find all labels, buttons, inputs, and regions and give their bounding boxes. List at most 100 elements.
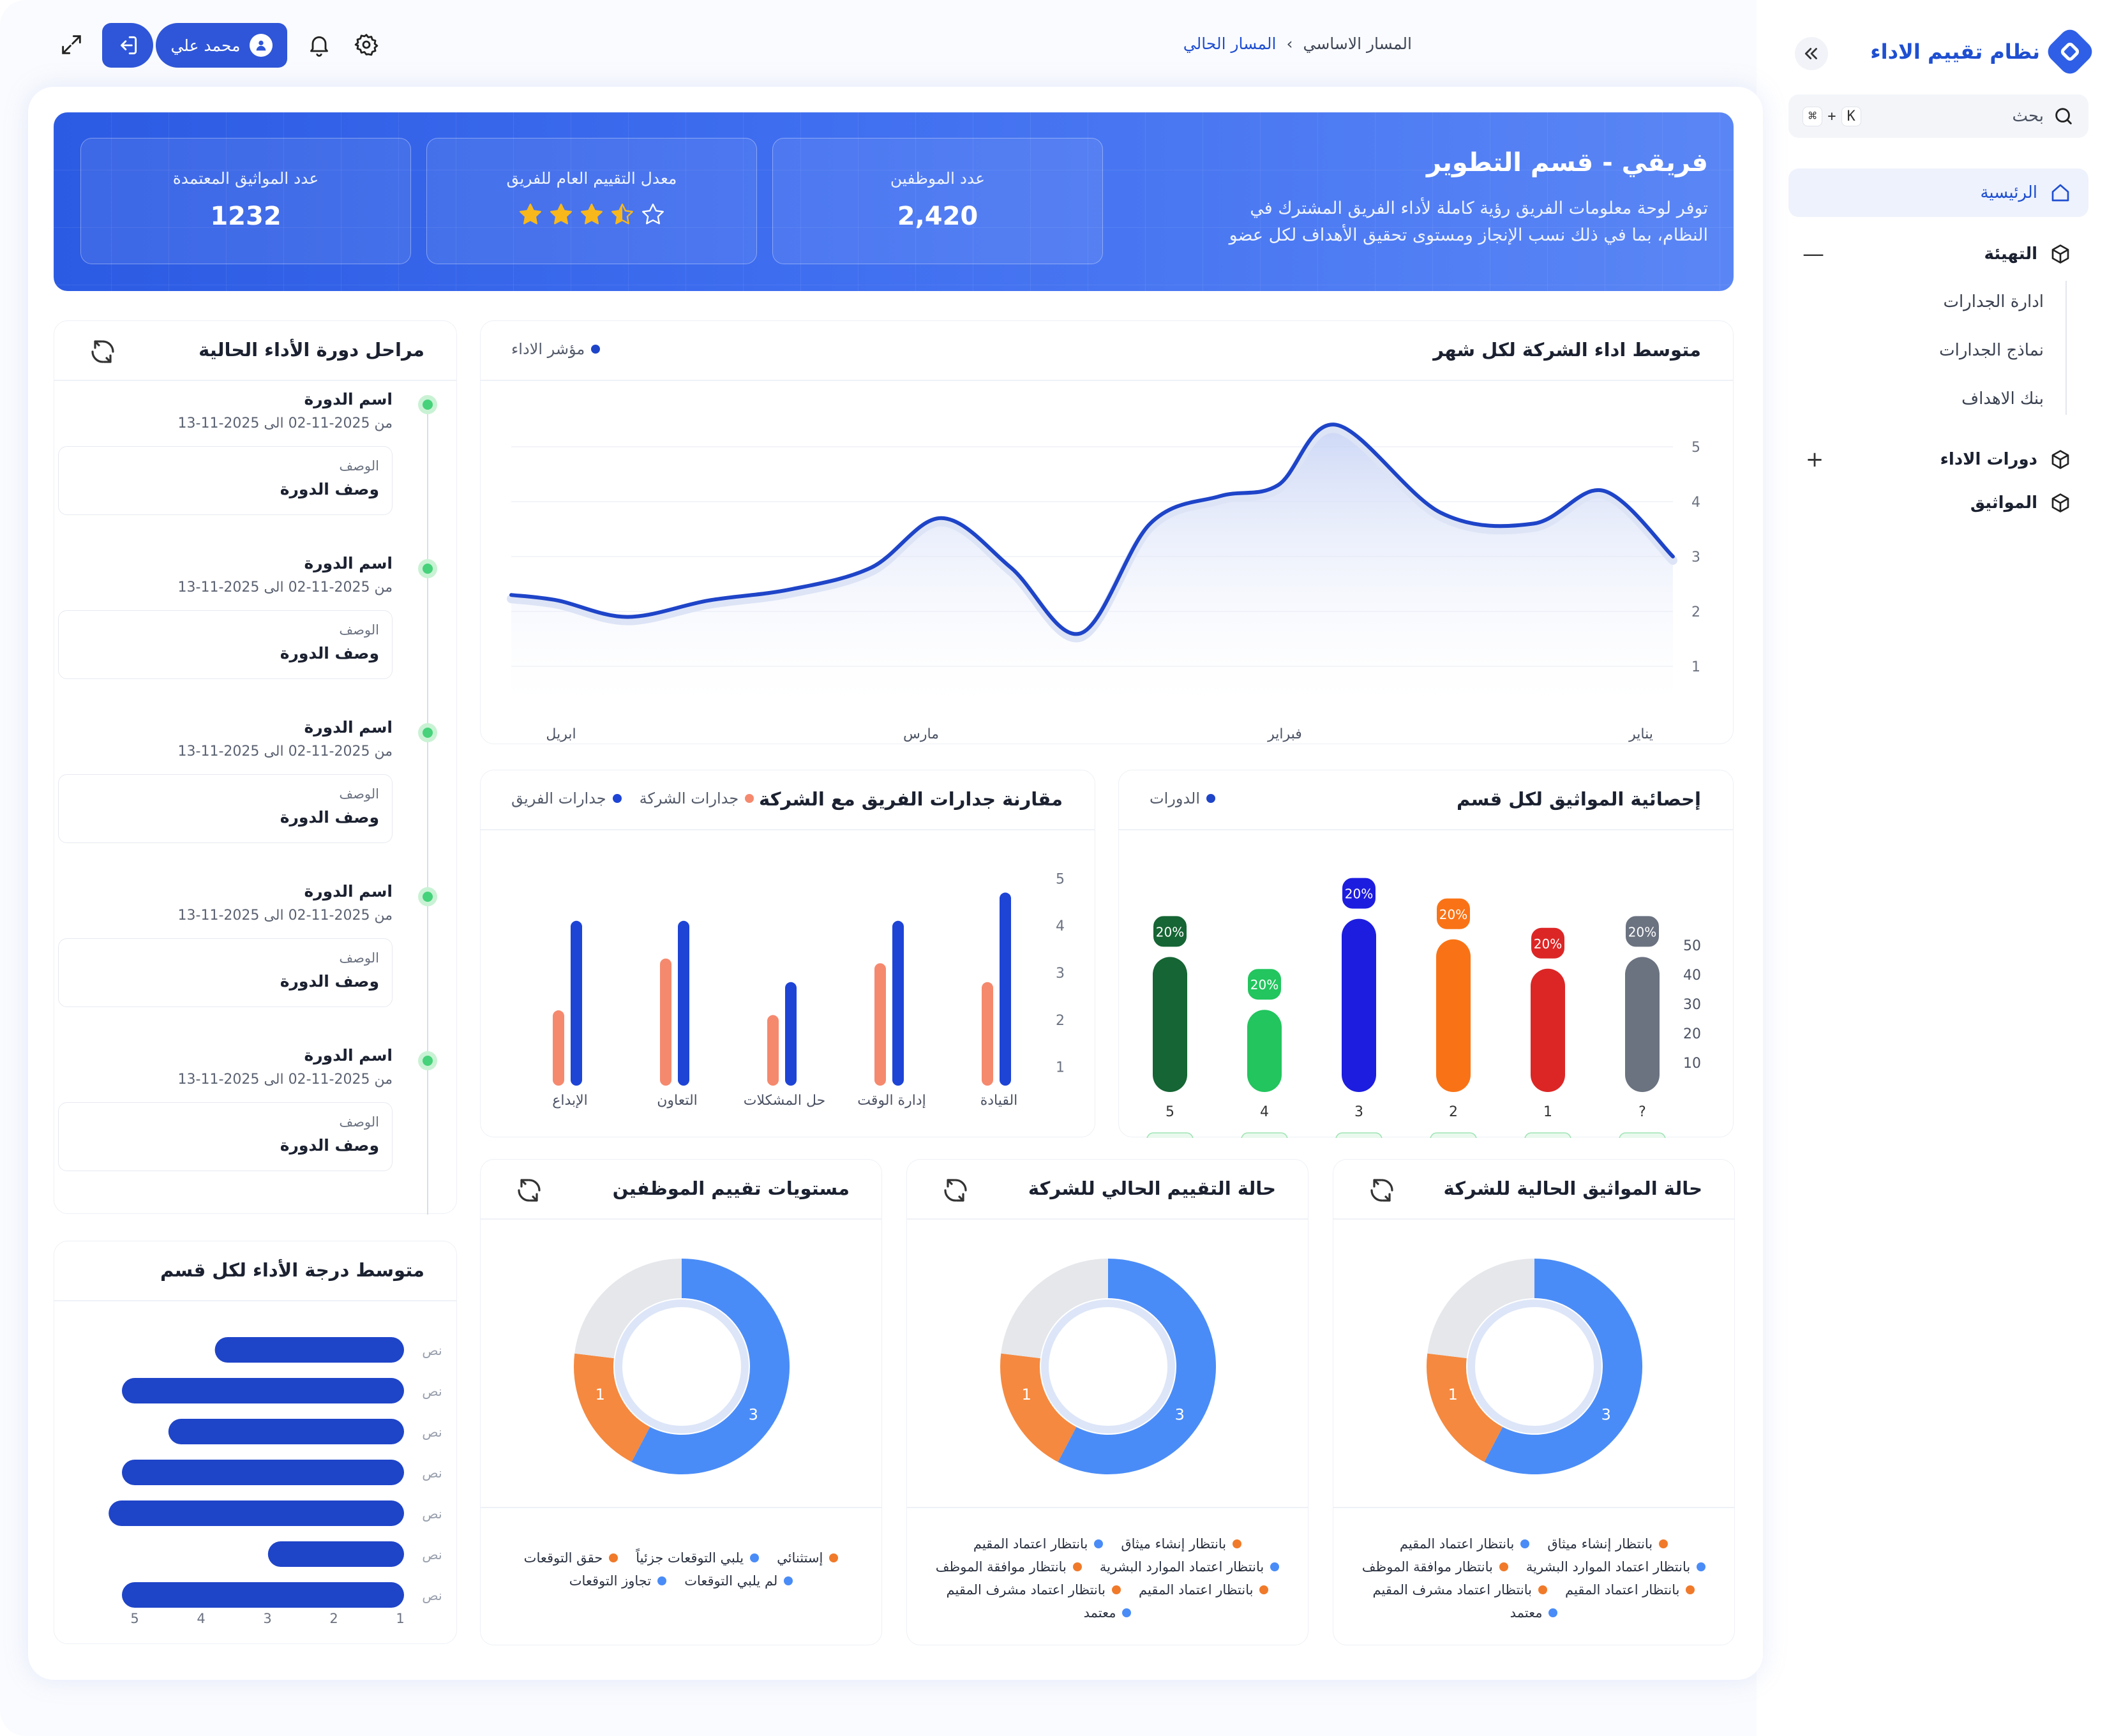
legend-label: بانتظار موافقة الموظف <box>1361 1559 1493 1575</box>
donut-inner-ring <box>1041 1299 1175 1433</box>
stat-label: عدد المواثيق المعتمدة <box>172 169 319 188</box>
brand[interactable]: نظام تقييم الاداء <box>1870 25 2097 79</box>
legend-label: يلبي التوقعات جزئياً <box>636 1550 744 1566</box>
legend-label: بانتظار اعتماد المقيم <box>1565 1582 1680 1598</box>
h-bar <box>267 1541 404 1567</box>
y-tick-label: نص <box>422 1588 442 1603</box>
breadcrumb-root[interactable]: المسار الاساسي <box>1303 34 1412 53</box>
legend-item: بانتظار اعتماد مشرف المقيم <box>947 1582 1121 1598</box>
sidebar-item-label: المواثيق <box>1970 493 2037 513</box>
description-text: وصف الدورة <box>280 1136 379 1155</box>
x-tick-label: 4 <box>197 1611 205 1626</box>
donut-legend: بانتظار إنشاء ميثاق بانتظار اعتماد المقيم… <box>1346 1536 1721 1620</box>
refresh-button[interactable] <box>1367 1175 1397 1206</box>
series-line <box>509 423 1675 636</box>
cycle-dates: من 2025-11-02 الى 2025-11-13 <box>177 1072 393 1088</box>
line-chart: 1 2 3 4 5 يناير فبراير مارس ابريل <box>507 423 1700 742</box>
sidebar-item-goals-bank[interactable]: بنك الاهداف <box>1961 389 2044 408</box>
star-icon <box>550 204 572 225</box>
cycle-description-box: الوصف وصف الدورة <box>58 774 393 843</box>
refresh-button[interactable] <box>87 336 118 367</box>
fullscreen-button[interactable] <box>54 27 89 63</box>
legend-item: يلبي التوقعات جزئياً <box>636 1550 760 1566</box>
donut-inner-ring <box>1467 1299 1601 1433</box>
sidebar-item-home[interactable]: الرئيسية <box>1788 168 2088 217</box>
x-tick-label: مارس <box>903 726 939 742</box>
percent-badge <box>1434 895 1473 932</box>
sidebar-group-cycles[interactable]: دورات الاداء + <box>1788 440 2088 479</box>
expand-toggle[interactable]: + <box>1805 447 1824 472</box>
legend-dot <box>1233 1539 1242 1548</box>
y-tick-label: نص <box>422 1465 442 1481</box>
h-bar <box>214 1337 404 1363</box>
legend-item: بانتظار موافقة الموظف <box>1362 1559 1508 1575</box>
card-title: مراحل دورة الأداء الحالية <box>199 339 424 361</box>
x-tick-label: 4 <box>1260 1104 1269 1120</box>
refresh-button[interactable] <box>940 1175 971 1206</box>
collapse-sidebar-button[interactable] <box>1795 37 1828 70</box>
legend-label: بانتظار اعتماد الموارد البشرية <box>1526 1559 1691 1575</box>
refresh-icon <box>1370 1179 1393 1202</box>
x-tick-label: 5 <box>130 1611 139 1626</box>
legend-dot <box>612 794 622 803</box>
cube-icon <box>2051 244 2069 264</box>
status-chip <box>1241 1132 1288 1138</box>
donut-slice <box>574 1259 682 1359</box>
donut-chart: 31 <box>1427 1259 1642 1474</box>
timeline-item: اسم الدورة من 2025-11-02 الى 2025-11-13 ال… <box>16 390 405 518</box>
sidebar-group-setup[interactable]: التهيئة — <box>1788 235 2088 273</box>
sidebar-item-charters[interactable]: المواثيق <box>1788 484 2088 522</box>
logout-button[interactable] <box>102 23 153 68</box>
y-tick-label: 1 <box>1691 659 1700 675</box>
bell-icon <box>310 36 328 57</box>
x-tick-label: 3 <box>263 1611 271 1626</box>
percent-badge-label: 20% <box>1345 887 1373 902</box>
x-tick-label: ? <box>1638 1104 1646 1120</box>
legend-dot <box>1548 1608 1558 1617</box>
settings-button[interactable] <box>349 27 384 63</box>
star-shape <box>581 204 603 225</box>
percent-badge <box>1151 913 1189 950</box>
cycle-dates: من 2025-11-02 الى 2025-11-13 <box>177 580 393 595</box>
legend-dot <box>1122 1608 1132 1617</box>
y-tick-label: 1 <box>1056 1060 1065 1076</box>
slice-label: 3 <box>1601 1405 1611 1423</box>
legend-dot <box>1094 1539 1104 1548</box>
y-tick-label: 4 <box>1056 918 1065 934</box>
slice-label: 3 <box>749 1405 758 1423</box>
company-bar <box>660 958 671 1086</box>
sidebar-item-manage-competencies[interactable]: ادارة الجدارات <box>1943 292 2044 311</box>
legend-item: إستثنائي <box>777 1550 839 1566</box>
donut-legend: بانتظار إنشاء ميثاق بانتظار اعتماد المقيم… <box>920 1536 1295 1620</box>
user-menu[interactable]: محمد علي <box>156 23 287 68</box>
stat-value: 1232 <box>210 202 281 231</box>
y-tick-label: 5 <box>1056 871 1065 887</box>
sidebar-item-competency-templates[interactable]: نماذج الجدارات <box>1939 341 2044 360</box>
sidebar-group-label: التهيئة <box>1984 244 2037 264</box>
x-tick-label: فبراير <box>1267 726 1302 742</box>
legend-dot <box>784 1576 793 1585</box>
cube-icon <box>2051 493 2069 513</box>
legend-label: معتمد <box>1083 1605 1116 1620</box>
refresh-button[interactable] <box>514 1175 544 1206</box>
cycle-phases-card: مراحل دورة الأداء الحالية اسم الدورة من 2… <box>54 320 457 1215</box>
company-bar <box>982 982 993 1086</box>
collapse-toggle[interactable]: — <box>1803 241 1824 267</box>
search-input[interactable]: بحث <box>2012 107 2044 126</box>
legend-item: بانتظار اعتماد الموارد البشرية <box>1100 1559 1280 1575</box>
status-chip <box>1146 1132 1194 1138</box>
search-box[interactable]: بحث K + ⌘ <box>1788 94 2088 138</box>
star-shape <box>520 204 541 225</box>
timeline-item: اسم الدورة من 2025-11-02 الى 2025-11-13 ال… <box>16 882 405 1010</box>
description-label: الوصف <box>339 622 379 638</box>
stat-value: 2,420 <box>897 202 978 231</box>
notifications-button[interactable] <box>301 27 337 63</box>
refresh-icon <box>944 1179 967 1202</box>
card-title: متوسط درجة الأداء لكل قسم <box>160 1259 424 1281</box>
legend-dot <box>1206 794 1216 803</box>
description-text: وصف الدورة <box>280 808 379 827</box>
stat-label: معدل التقييم العام للفريق <box>506 169 677 188</box>
breadcrumb-current: المسار الحالي <box>1183 34 1277 53</box>
description-text: وصف الدورة <box>280 480 379 498</box>
